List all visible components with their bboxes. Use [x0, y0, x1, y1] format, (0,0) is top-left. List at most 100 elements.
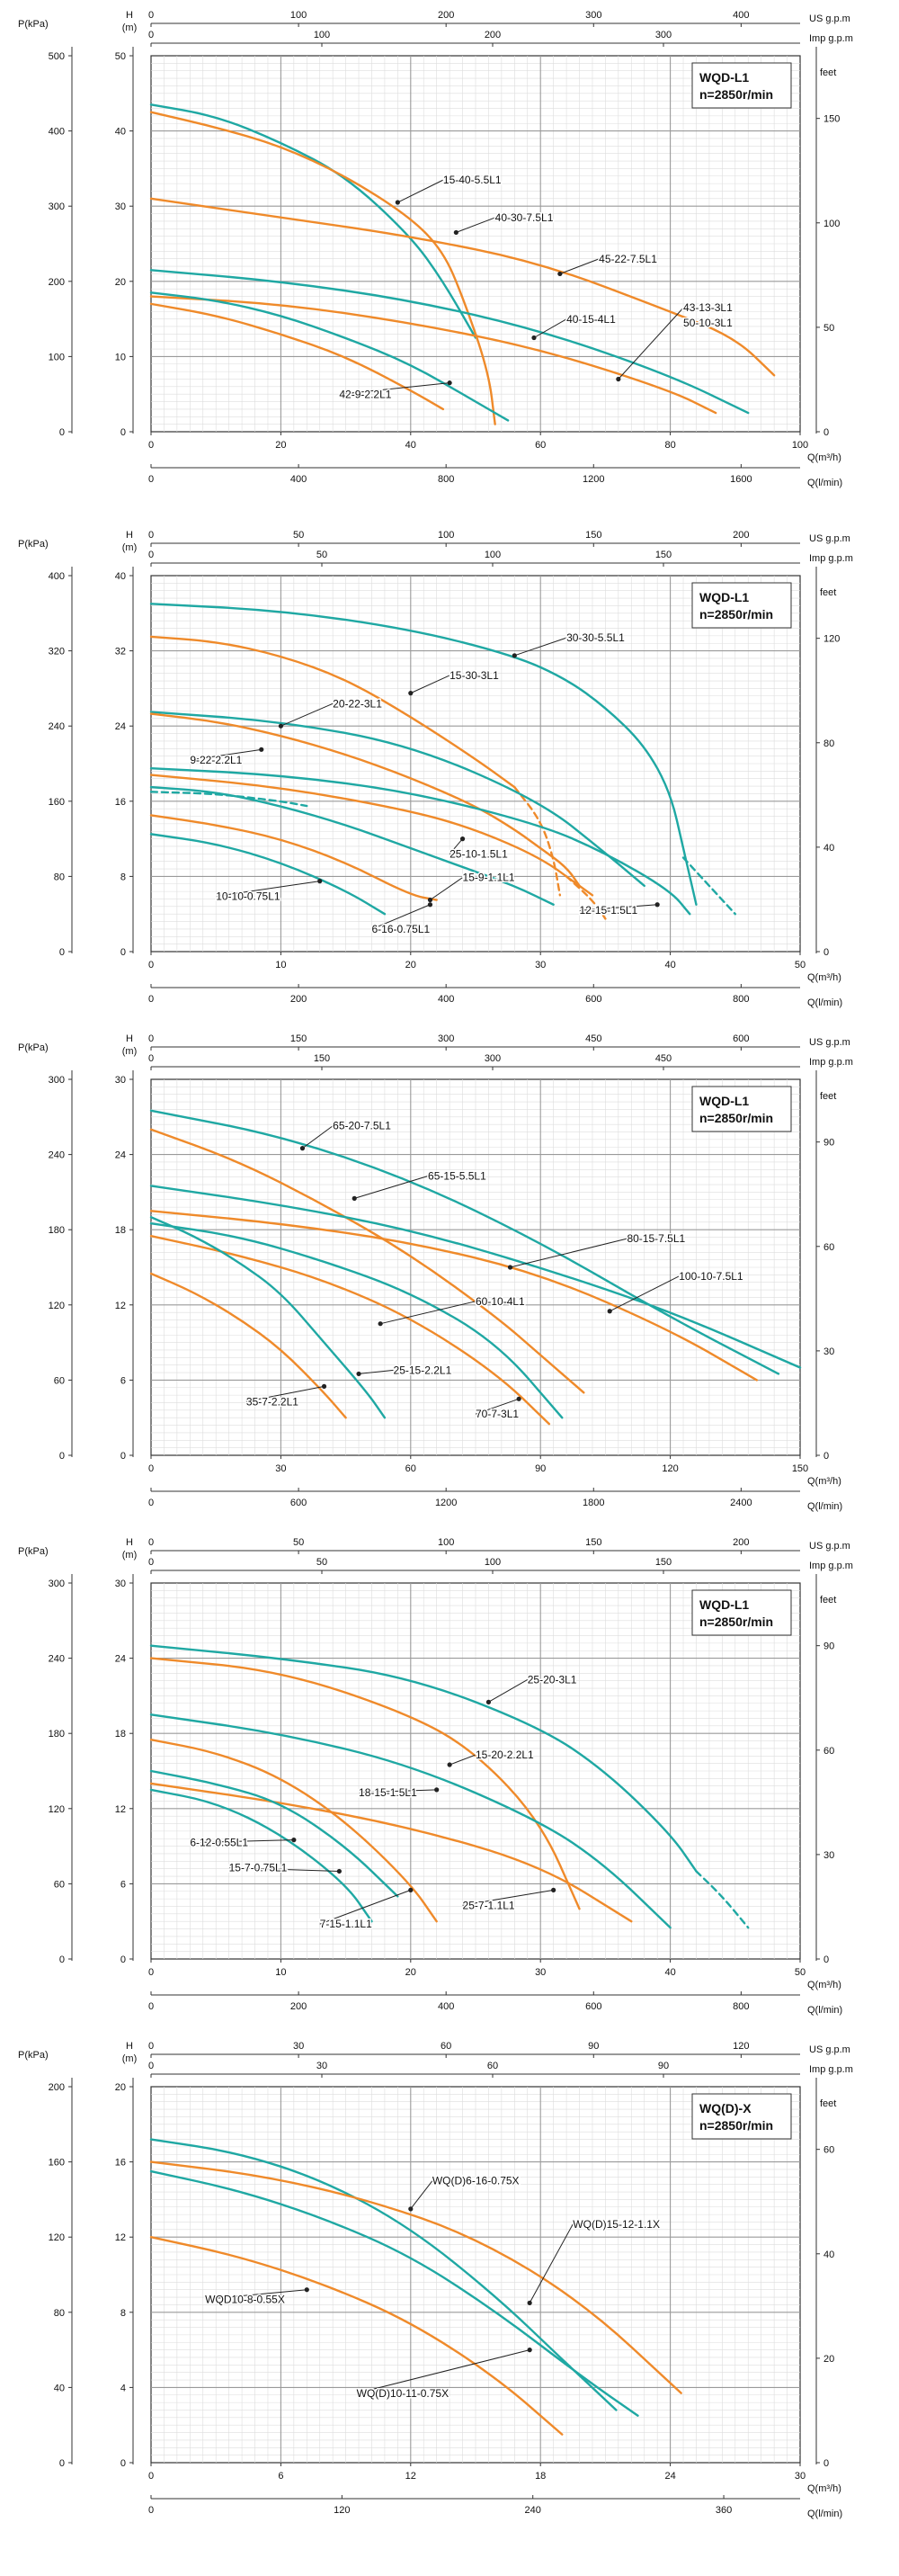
p-tick-label: 60: [54, 1375, 65, 1386]
curve-WQ(D)6-16-0.75X: [149, 2138, 618, 2411]
h-tick-label: 30: [115, 1579, 126, 1589]
leader-line: [379, 1301, 476, 1325]
lmin-tick-label: 800: [733, 994, 749, 1005]
q-m3h-axis-title: Q(m³/h): [807, 972, 841, 983]
x-tick-label: 12: [405, 2471, 416, 2482]
curve-label: WQD10-8-0.55X: [205, 2293, 285, 2305]
h-tick-label: 10: [115, 352, 126, 362]
leader-dot: [616, 376, 621, 382]
h-tick-label: 0: [120, 1451, 126, 1462]
h-tick-label: 4: [120, 2383, 126, 2393]
curve-label: 20-22-3L1: [333, 697, 382, 710]
leader-dot: [278, 723, 283, 729]
leader-dot: [378, 1321, 383, 1327]
feet-tick-label: 30: [823, 1850, 834, 1861]
curves: [149, 603, 736, 920]
lmin-tick-label: 200: [290, 994, 307, 1005]
usgpm-axis-title: US g.p.m: [809, 1037, 850, 1048]
leader-line: [228, 1866, 340, 1872]
usgpm-tick-label: 150: [585, 530, 601, 541]
lmin-tick-label: 800: [733, 2001, 749, 2012]
curve-label: 15-9-1.1L1: [463, 872, 515, 884]
leader-dot: [527, 2300, 532, 2305]
h-axis-title-unit: (m): [122, 542, 138, 553]
leader-dot: [352, 1195, 357, 1201]
p-tick-label: 80: [54, 872, 65, 882]
h-tick-label: 6: [120, 1375, 126, 1386]
p-tick-label: 100: [49, 352, 65, 362]
usgpm-tick-label: 400: [733, 10, 749, 21]
curve-25-10-1.5L1: [149, 774, 594, 897]
impgpm-axis-title: Imp g.p.m: [809, 1057, 853, 1068]
leader-line: [579, 904, 658, 911]
impgpm-tick-label: 100: [485, 550, 501, 560]
leader-line: [533, 318, 567, 338]
curve-label: 50-10-3L1: [683, 317, 733, 329]
h-tick-label: 0: [120, 2458, 126, 2469]
leader-dot: [408, 1887, 414, 1892]
curve-40-15-4L1: [149, 291, 510, 422]
usgpm-axis-title: US g.p.m: [809, 533, 850, 544]
x-tick-label: 10: [275, 1967, 286, 1978]
curve-label: 25-20-3L1: [528, 1673, 577, 1686]
curve-label: 70-7-3L1: [476, 1408, 519, 1420]
lmin-tick-label: 600: [290, 1498, 307, 1508]
usgpm-tick-label: 90: [588, 2041, 599, 2052]
lmin-tick-label: 240: [525, 2505, 541, 2516]
usgpm-tick-label: 0: [148, 1033, 154, 1044]
impgpm-tick-label: 0: [148, 550, 154, 560]
p-axis-title: P(kPa): [18, 19, 49, 30]
leader-line: [449, 838, 463, 854]
q-lmin-axis-title: Q(l/min): [807, 478, 842, 488]
curve-15-30-3L1: [149, 635, 516, 789]
lmin-tick-label: 400: [438, 2001, 454, 2012]
x-tick-label: 6: [278, 2471, 283, 2482]
h-tick-label: 8: [120, 872, 126, 882]
leader-line: [618, 307, 684, 380]
x-tick-label: 24: [664, 2471, 675, 2482]
leader-dot: [447, 380, 452, 386]
leader-line: [356, 2349, 530, 2394]
p-tick-label: 240: [49, 1654, 65, 1665]
title-box: [691, 62, 792, 109]
usgpm-tick-label: 100: [290, 10, 307, 21]
p-tick-label: 500: [49, 51, 65, 62]
feet-tick-label: 80: [823, 738, 834, 749]
lmin-tick-label: 120: [334, 2505, 350, 2516]
p-tick-label: 0: [59, 1451, 65, 1462]
usgpm-tick-label: 50: [293, 1537, 304, 1548]
curve-label: 9-22-2.2L1: [190, 754, 242, 766]
h-tick-label: 24: [115, 1654, 126, 1665]
x-tick-label: 0: [148, 1967, 154, 1978]
curve-15-40-5.5L1: [149, 103, 477, 339]
curve-label: 43-13-3L1: [683, 301, 733, 314]
feet-axis-title: feet: [820, 2098, 836, 2109]
p-tick-label: 200: [49, 277, 65, 288]
curve-label: 6-16-0.75L1: [371, 923, 430, 935]
impgpm-tick-label: 0: [148, 2061, 154, 2071]
p-axis-title: P(kPa): [18, 1042, 49, 1053]
h-tick-label: 0: [120, 947, 126, 958]
p-tick-label: 200: [49, 2082, 65, 2093]
leader-line: [609, 1275, 680, 1312]
feet-tick-label: 0: [823, 947, 829, 958]
feet-tick-label: 60: [823, 2145, 834, 2156]
curve-label: 65-15-5.5L1: [428, 1169, 486, 1182]
chart-title: WQD-L1: [699, 1597, 749, 1612]
curve-65-15-5.5L1: [149, 1128, 585, 1394]
curve-15-7-0.75L1: [149, 1769, 399, 1898]
leader-dot: [512, 653, 517, 658]
feet-tick-label: 0: [823, 1954, 829, 1965]
p-tick-label: 300: [49, 1075, 65, 1086]
h-tick-label: 18: [115, 1225, 126, 1236]
lmin-tick-label: 0: [148, 994, 154, 1005]
impgpm-axis-title: Imp g.p.m: [809, 1561, 853, 1571]
leader-line: [319, 1889, 411, 1925]
annotations: 30-30-5.5L1 15-30-3L1 20-22-3L1 9-22-2.2L1 2…: [189, 631, 660, 937]
chart-subtitle: n=2850r/min: [699, 1111, 773, 1125]
impgpm-tick-label: 100: [314, 30, 330, 40]
curve-9-22-2.2L1: [149, 712, 581, 888]
usgpm-tick-label: 300: [438, 1033, 454, 1044]
